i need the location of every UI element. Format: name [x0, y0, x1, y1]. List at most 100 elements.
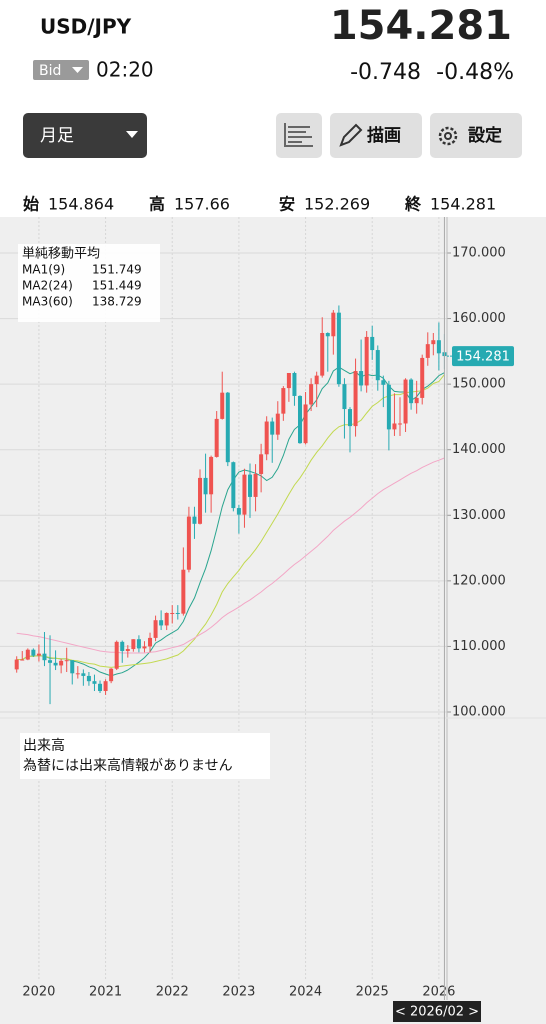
ohlc-value: 154.281 — [430, 195, 496, 214]
candle-body — [75, 673, 80, 675]
candle-body — [203, 477, 208, 495]
bid-badge[interactable] — [33, 60, 89, 80]
candle-body — [414, 397, 419, 404]
candle-body — [70, 660, 75, 674]
candle-body — [270, 421, 275, 435]
x-tick-label: 2022 — [156, 985, 189, 1000]
candle-body — [403, 379, 408, 424]
x-tick-label: 2023 — [222, 985, 255, 1000]
symbol: USD/JPY — [40, 15, 132, 39]
candle-body — [220, 392, 225, 419]
candle-body — [48, 660, 53, 663]
legend-value: 151.449 — [92, 279, 142, 293]
icon — [438, 126, 458, 146]
candle-body — [292, 372, 297, 396]
candle-body — [436, 340, 441, 354]
candle-body — [14, 659, 19, 670]
icon — [284, 123, 313, 147]
candle-body — [331, 312, 336, 337]
y-tick-label: 100.000 — [452, 705, 506, 720]
ohlc-label: 高 — [149, 195, 165, 214]
candle-body — [181, 569, 186, 614]
candle-body — [392, 423, 397, 430]
candle-body — [64, 660, 69, 662]
price: 154.281 — [330, 3, 512, 49]
candle-body — [314, 375, 319, 385]
candle-body — [309, 384, 314, 405]
ma-line — [16, 457, 445, 654]
candle-body — [359, 371, 364, 386]
candle-body — [170, 612, 175, 614]
x-tick-label: 2026 — [422, 985, 455, 1000]
period-select[interactable] — [23, 113, 147, 158]
y-tick-label: 130.000 — [452, 508, 506, 523]
candle-body — [42, 653, 47, 661]
draw-label: 描画 — [367, 125, 401, 146]
legend-box — [18, 244, 160, 322]
candle-body — [159, 620, 164, 626]
candle-body — [103, 681, 108, 692]
settings-button[interactable] — [430, 113, 522, 158]
y-tick-label: 120.000 — [452, 573, 506, 588]
candle-body — [409, 379, 414, 404]
chart: 2020 2021 2022 2023 2024 2025 2026 100.000 110.0… — [0, 217, 546, 1022]
candle-body — [248, 474, 253, 497]
dropdown-arrow — [126, 131, 138, 138]
candle-body — [153, 620, 158, 638]
candle-body — [298, 395, 303, 444]
candle-body — [186, 516, 191, 570]
layout-button[interactable] — [276, 113, 322, 158]
candle-body — [375, 350, 380, 381]
candle-body — [198, 477, 203, 524]
period: 月足 — [40, 126, 74, 146]
change: -0.748 — [350, 60, 421, 85]
ma-line — [16, 366, 445, 677]
volume-box — [20, 733, 270, 779]
x-tick-label: 2021 — [89, 985, 122, 1000]
icon — [339, 123, 363, 147]
volume-message: 為替には出来高情報がありません — [23, 757, 233, 774]
ohlc-label: 始 — [23, 195, 39, 214]
candle-body — [53, 662, 58, 666]
candle-body — [25, 649, 30, 660]
y-tick-label: 110.000 — [452, 639, 506, 654]
candle-body — [320, 332, 325, 376]
legend-name: MA3(60) — [22, 295, 73, 309]
candle-body — [353, 371, 358, 427]
candle-body — [175, 612, 180, 614]
candle-body — [303, 404, 308, 444]
candle-body — [20, 659, 25, 661]
x-tick-label: 2020 — [22, 985, 55, 1000]
candle-body — [98, 683, 103, 692]
candle-body — [342, 384, 347, 410]
settings-label: 設定 — [468, 125, 502, 146]
ohlc-label: 終 — [404, 195, 422, 214]
price-tag-label: 154.281 — [456, 350, 510, 365]
candle-body — [236, 508, 241, 515]
candle-body — [242, 474, 247, 515]
candle-body — [275, 413, 280, 435]
candle-body — [381, 380, 386, 385]
draw-button[interactable] — [330, 113, 422, 158]
candle-body — [92, 681, 97, 684]
dropdown-arrow — [72, 67, 83, 73]
candle-body — [281, 388, 286, 414]
candle-body — [125, 649, 130, 652]
candle-body — [209, 456, 214, 495]
candle-body — [348, 409, 352, 427]
candle-body — [148, 637, 153, 647]
candle-body — [164, 612, 169, 626]
header-bg — [0, 0, 546, 217]
candle-body — [259, 454, 264, 474]
candle-body — [59, 660, 64, 666]
candle-body — [31, 649, 36, 656]
price-type: Bid — [39, 63, 61, 79]
cursor-box — [393, 1001, 481, 1022]
candle-body — [397, 423, 402, 425]
time: 02:20 — [96, 58, 154, 82]
y-tick-label: 160.000 — [452, 311, 506, 326]
candle-body — [325, 332, 330, 337]
legend-name: MA2(24) — [22, 279, 73, 293]
